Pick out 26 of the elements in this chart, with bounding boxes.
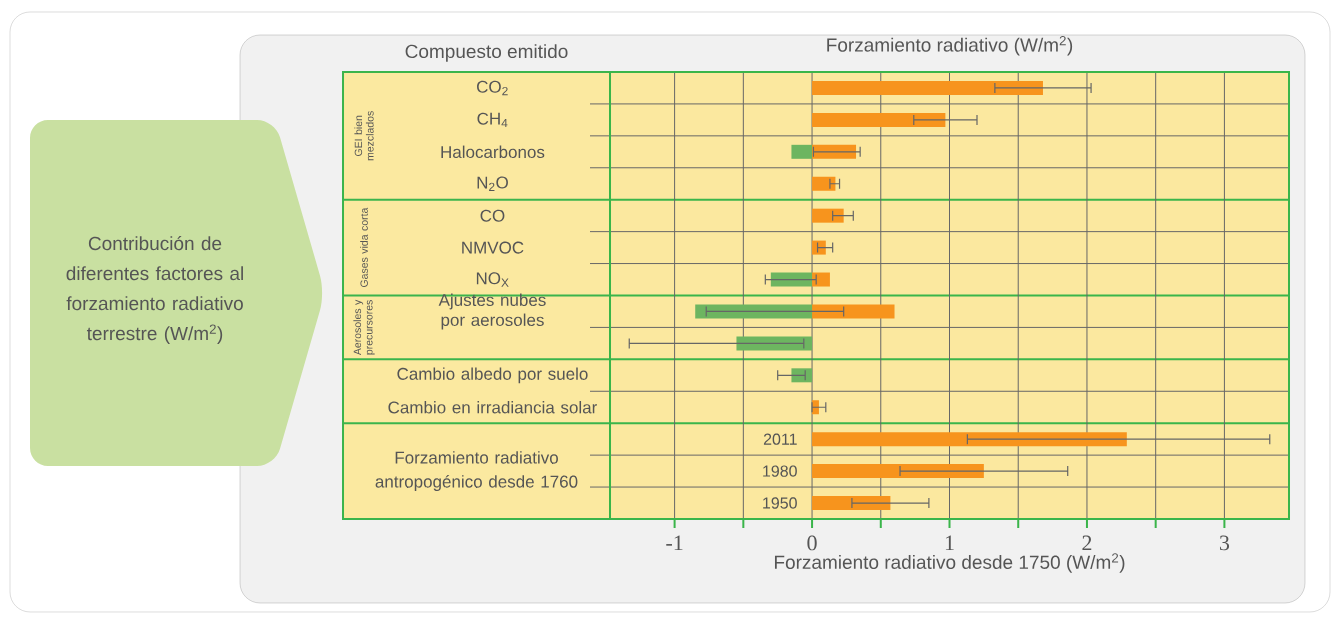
chart-title: Forzamiento radiativo (W/m$^{2}$) <box>827 35 1073 56</box>
text: Contribución de diferentes factores al forzamiento radiativo terrestre (W/m$^{2}$) <box>66 236 243 344</box>
y-tick-label: 1980 <box>763 465 797 477</box>
x-tick-label: 0 <box>807 535 817 551</box>
text: Aerosoles y precursores <box>353 299 375 356</box>
y-tick-label: CH$_{4}$ <box>477 112 508 128</box>
y-axis-title: Compuesto emitido <box>405 44 568 62</box>
x-axis-title: Forzamiento radiativo desde 1750 (W/m$^{2}$) <box>774 553 1125 573</box>
y-tick-label: Halocarbonos <box>441 145 545 159</box>
y-tick-label: 2011 <box>763 433 797 445</box>
y-tick-label: NMVOC <box>462 241 524 254</box>
y-tick-label: Cambio albedo por suelo <box>397 367 588 384</box>
text: Gases vida corta <box>360 207 368 288</box>
x-tick-label: 2 <box>1082 535 1092 551</box>
x-tick-label: -1 <box>666 535 683 551</box>
y-tick-label: CO$_{2}$ <box>477 80 508 96</box>
text: GEI bien mezclados <box>354 111 374 161</box>
text: Forzamiento radiativo antropogénico desde 1760 <box>375 451 578 492</box>
y-tick-label: Ajustes nubes por aerosoles <box>438 293 546 330</box>
y-tick-label: CO <box>480 209 505 222</box>
y-tick-label: NO$_{X}$ <box>476 272 509 287</box>
x-tick-label: 3 <box>1219 535 1230 551</box>
y-tick-label: N$_{2}$O <box>477 176 508 191</box>
y-tick-label: 1950 <box>763 497 797 509</box>
x-tick-label: 1 <box>945 535 954 551</box>
y-tick-label: Cambio en irradiancia solar <box>388 401 597 414</box>
